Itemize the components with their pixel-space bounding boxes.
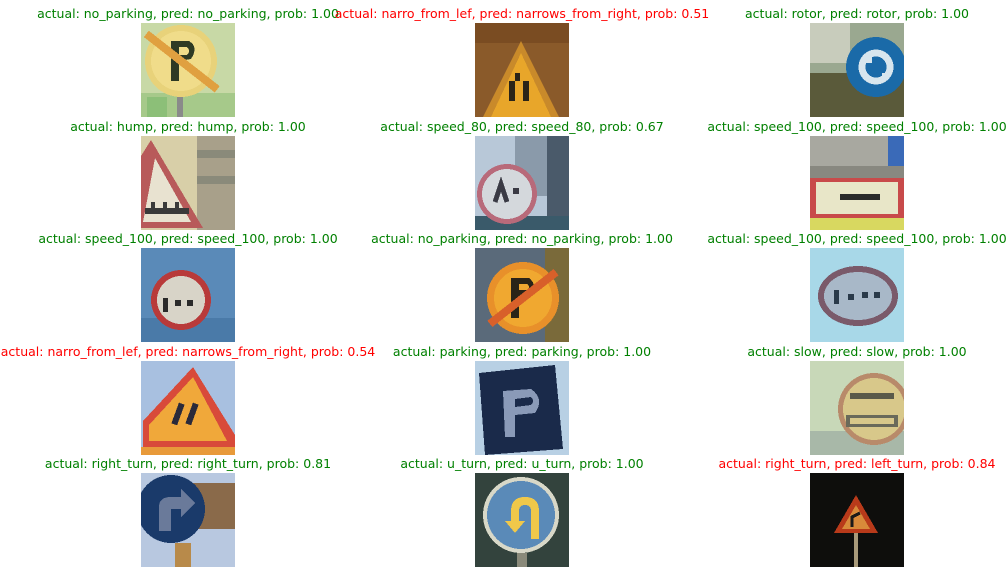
prediction-caption: actual: no_parking, pred: no_parking, pr… bbox=[37, 6, 339, 21]
prediction-caption: actual: hump, pred: hump, prob: 1.00 bbox=[70, 119, 306, 134]
speed-100-sign-icon bbox=[141, 248, 235, 342]
speed-80-sign-icon bbox=[475, 136, 569, 230]
speed-100-sign-icon bbox=[810, 248, 904, 342]
slow-sign-icon bbox=[810, 361, 904, 455]
parking-sign-icon bbox=[475, 361, 569, 455]
prediction-caption: actual: right_turn, pred: left_turn, pro… bbox=[718, 456, 996, 471]
prediction-caption: actual: rotor, pred: rotor, prob: 1.00 bbox=[745, 6, 969, 21]
prediction-caption: actual: speed_100, pred: speed_100, prob… bbox=[38, 231, 338, 246]
prediction-caption: actual: narro_from_lef, pred: narrows_fr… bbox=[0, 344, 376, 359]
prediction-caption: actual: speed_100, pred: speed_100, prob… bbox=[707, 231, 1007, 246]
right-turn-sign-icon bbox=[141, 473, 235, 567]
road-narrows-sign-icon bbox=[475, 23, 569, 117]
u-turn-sign-icon bbox=[475, 473, 569, 567]
prediction-caption: actual: u_turn, pred: u_turn, prob: 1.00 bbox=[400, 456, 644, 471]
prediction-caption: actual: narro_from_lef, pred: narrows_fr… bbox=[334, 6, 710, 21]
road-narrows-sign-icon bbox=[141, 361, 235, 455]
speed-100-sign-icon bbox=[810, 136, 904, 230]
prediction-caption: actual: right_turn, pred: right_turn, pr… bbox=[44, 456, 332, 471]
right-turn-warning-sign-icon bbox=[810, 473, 904, 567]
prediction-caption: actual: speed_100, pred: speed_100, prob… bbox=[707, 119, 1007, 134]
prediction-caption: actual: no_parking, pred: no_parking, pr… bbox=[371, 231, 673, 246]
prediction-caption: actual: slow, pred: slow, prob: 1.00 bbox=[747, 344, 967, 359]
no-parking-sign-icon bbox=[475, 248, 569, 342]
hump-sign-icon bbox=[141, 136, 235, 230]
roundabout-sign-icon bbox=[810, 23, 904, 117]
prediction-caption: actual: speed_80, pred: speed_80, prob: … bbox=[380, 119, 664, 134]
no-parking-sign-icon bbox=[141, 23, 235, 117]
prediction-caption: actual: parking, pred: parking, prob: 1.… bbox=[392, 344, 652, 359]
